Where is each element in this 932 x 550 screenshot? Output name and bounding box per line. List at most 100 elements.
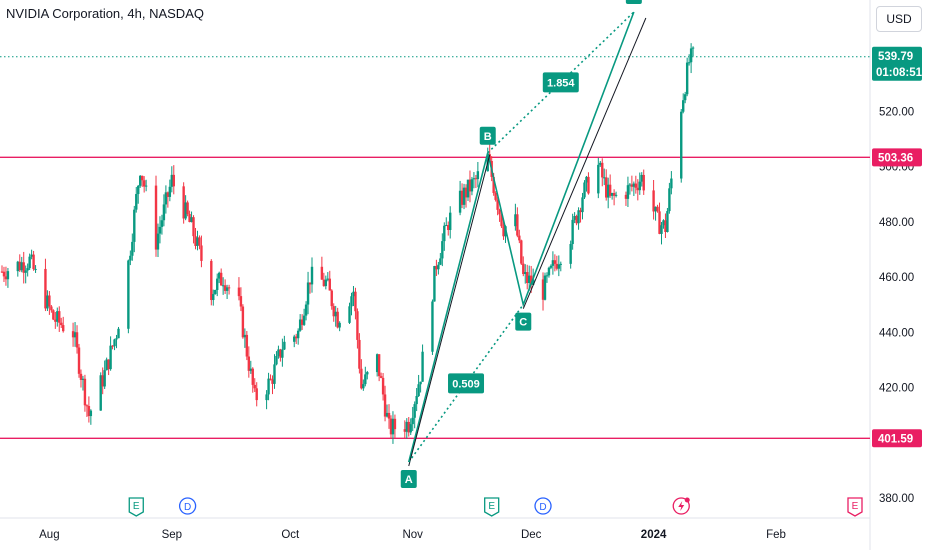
candle-body (243, 334, 247, 338)
candle-body (164, 192, 168, 205)
candle-body (336, 311, 339, 328)
candle-body (109, 345, 112, 370)
candle-body (247, 356, 251, 371)
candle-body (160, 220, 164, 227)
candle-body (377, 354, 381, 377)
candle-body (488, 154, 491, 161)
candle-body (338, 322, 341, 328)
candle-body (135, 194, 138, 210)
candle-body (326, 278, 329, 280)
candle-body (385, 412, 389, 417)
candle-body (249, 368, 252, 371)
candle-body (332, 306, 335, 317)
candle-body (445, 225, 448, 227)
candle-body (328, 278, 331, 291)
candle-body (474, 178, 478, 180)
candle-body (666, 211, 669, 232)
candle-body (265, 394, 268, 401)
candle-body (654, 206, 657, 212)
candle-body (273, 364, 276, 384)
candle-body (356, 311, 359, 340)
level-price-label: 401.59 (878, 433, 913, 445)
candle-body (682, 100, 685, 112)
candle-body (71, 331, 75, 338)
candle-body (569, 244, 572, 264)
candle-body (217, 272, 221, 279)
candle-body (689, 48, 693, 63)
candle-body (545, 275, 549, 277)
candle-body (597, 164, 600, 194)
candle-body (640, 174, 643, 182)
candle-body (18, 261, 21, 271)
candle-body (409, 424, 412, 433)
candle-body (664, 220, 667, 232)
candle-body (221, 285, 225, 287)
candle-body (34, 268, 37, 270)
y-tick-label: 480.00 (879, 217, 914, 229)
candle-body (599, 162, 602, 165)
candle-body (186, 202, 189, 215)
dividend-icon (178, 497, 197, 515)
candle-body (632, 183, 636, 187)
candle-body (683, 94, 687, 101)
candle-body (320, 266, 324, 280)
candle-body (571, 219, 574, 245)
candle-body (403, 429, 407, 432)
candle-body (670, 178, 673, 189)
candle-body (296, 330, 300, 339)
candle-body (293, 336, 296, 342)
candle-body (407, 421, 410, 433)
candle-body (601, 162, 604, 178)
candle-body (58, 311, 61, 323)
candle-body (610, 193, 614, 196)
candle-body (528, 275, 531, 284)
candle-body (253, 384, 256, 389)
candle-body (50, 306, 53, 311)
candle-body (421, 351, 424, 382)
currency-button[interactable]: USD (876, 6, 922, 32)
candle-body (612, 193, 616, 196)
trend-line (408, 154, 491, 467)
candle-body (691, 47, 695, 49)
candle-body (111, 345, 114, 347)
candle-body (466, 179, 470, 198)
candle-body (557, 264, 561, 269)
x-tick-label: Feb (766, 529, 786, 541)
candle-body (308, 282, 312, 285)
ratio-label: 1.854 (547, 77, 575, 89)
dividend-icon-label: D (539, 502, 546, 513)
candle-body (99, 375, 102, 411)
candle-body (433, 266, 436, 302)
y-tick-label: 440.00 (879, 327, 914, 339)
last-price-tag (872, 46, 922, 81)
level-price-tag (872, 429, 922, 448)
candle-body (77, 347, 81, 374)
ratio-badge (448, 373, 485, 394)
candle-body (330, 290, 333, 307)
x-tick-label: Oct (281, 529, 300, 541)
candle-body (277, 349, 280, 356)
trend-line (522, 17, 647, 309)
candle-body (603, 177, 606, 179)
candle-body (156, 233, 160, 250)
candle-body (170, 174, 174, 187)
x-tick-label: Dec (521, 529, 542, 541)
dividend-icon-label: D (184, 502, 191, 513)
candle-body (516, 214, 519, 236)
candle-body (194, 236, 197, 246)
candle-body (62, 325, 65, 332)
candle-body (4, 276, 8, 280)
candle-body (32, 254, 35, 270)
x-tick-label: Nov (402, 529, 423, 541)
candle-body (498, 209, 501, 215)
candle-body (166, 192, 170, 197)
candle-body (447, 225, 450, 230)
candle-body (585, 176, 588, 183)
candle-body (269, 378, 272, 380)
symbol-title[interactable]: NVIDIA Corporation, 4h, NASDAQ (6, 6, 204, 21)
candle-body (158, 226, 162, 234)
candle-body (142, 180, 146, 187)
candle-body (472, 178, 476, 180)
candle-body (437, 264, 440, 270)
